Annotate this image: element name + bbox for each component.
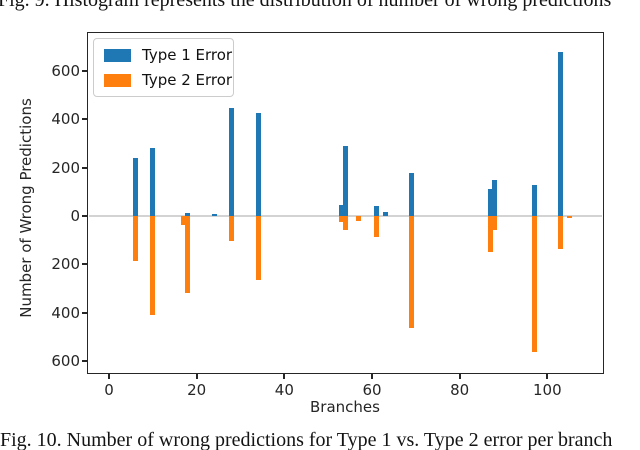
legend-label-type1-error: Type 1 Error (142, 46, 233, 64)
x-tick-mark (283, 374, 286, 379)
legend-item-type2-error: Type 2 Error (104, 71, 232, 89)
bar-type2-error (373, 215, 379, 237)
bar-type2-error (229, 215, 235, 242)
bar-type2-error (255, 215, 261, 280)
bar-type1-error (373, 205, 379, 216)
x-tick-label: 60 (362, 381, 382, 399)
bar-type1-error (132, 157, 138, 216)
bar-type1-error (338, 205, 344, 216)
legend-swatch-type1-error-icon (104, 48, 131, 62)
bar-type1-error (211, 213, 217, 216)
y-tick-mark (82, 359, 87, 362)
y-tick-label: 0 (70, 206, 80, 225)
x-tick-label: 40 (274, 381, 294, 399)
bar-type2-error (343, 215, 349, 230)
bar-type2-error (338, 215, 344, 222)
x-tick-mark (458, 374, 461, 379)
bar-type2-error (566, 215, 572, 218)
bar-type1-error (255, 113, 261, 216)
x-tick-label: 100 (533, 381, 562, 399)
bar-type2-error (185, 215, 191, 294)
y-tick-mark (82, 311, 87, 314)
legend-item-type1-error: Type 1 Error (104, 46, 232, 64)
bar-type1-error (492, 179, 498, 216)
y-axis-label: Number of Wrong Predictions (17, 98, 35, 318)
legend-swatch-type2-error-icon (104, 73, 131, 87)
bar-type2-error (150, 215, 156, 315)
bar-type1-error (557, 51, 563, 216)
bar-type1-error (185, 213, 191, 216)
bar-type2-error (492, 215, 498, 231)
y-tick-label: 600 (51, 61, 80, 80)
bar-type2-error (356, 215, 362, 221)
y-tick-mark (82, 214, 87, 217)
y-tick-mark (82, 263, 87, 266)
x-tick-label: 80 (450, 381, 470, 399)
x-tick-mark (195, 374, 198, 379)
x-tick-mark (108, 374, 111, 379)
bar-type2-error (408, 215, 414, 328)
y-tick-label: 200 (51, 255, 80, 274)
bar-type2-error (181, 215, 187, 226)
x-axis-label: Branches (310, 398, 380, 416)
x-tick-mark (546, 374, 549, 379)
caption-fig-9: Fig. 9. Histogram represents the distrib… (0, 0, 612, 11)
bar-type1-error (343, 146, 349, 216)
x-tick-label: 0 (104, 381, 114, 399)
bar-type1-error (531, 185, 537, 216)
bar-type1-error (229, 108, 235, 216)
legend: Type 1 Error Type 2 Error (93, 38, 234, 97)
y-tick-label: 600 (51, 351, 80, 370)
x-tick-mark (371, 374, 374, 379)
bar-type1-error (487, 188, 493, 216)
y-tick-mark (82, 69, 87, 72)
bar-type2-error (132, 215, 138, 261)
y-tick-mark (82, 166, 87, 169)
legend-label-type2-error: Type 2 Error (142, 71, 233, 89)
x-tick-label: 20 (187, 381, 207, 399)
y-tick-label: 400 (51, 110, 80, 129)
bar-type2-error (531, 215, 537, 353)
bar-type1-error (382, 212, 388, 216)
y-tick-mark (82, 118, 87, 121)
y-tick-label: 400 (51, 303, 80, 322)
caption-fig-10: Fig. 10. Number of wrong predictions for… (0, 429, 613, 450)
bar-type2-error (487, 215, 493, 253)
bar-type2-error (557, 215, 563, 249)
y-tick-label: 200 (51, 158, 80, 177)
bar-type1-error (150, 148, 156, 216)
bar-type1-error (408, 172, 414, 216)
